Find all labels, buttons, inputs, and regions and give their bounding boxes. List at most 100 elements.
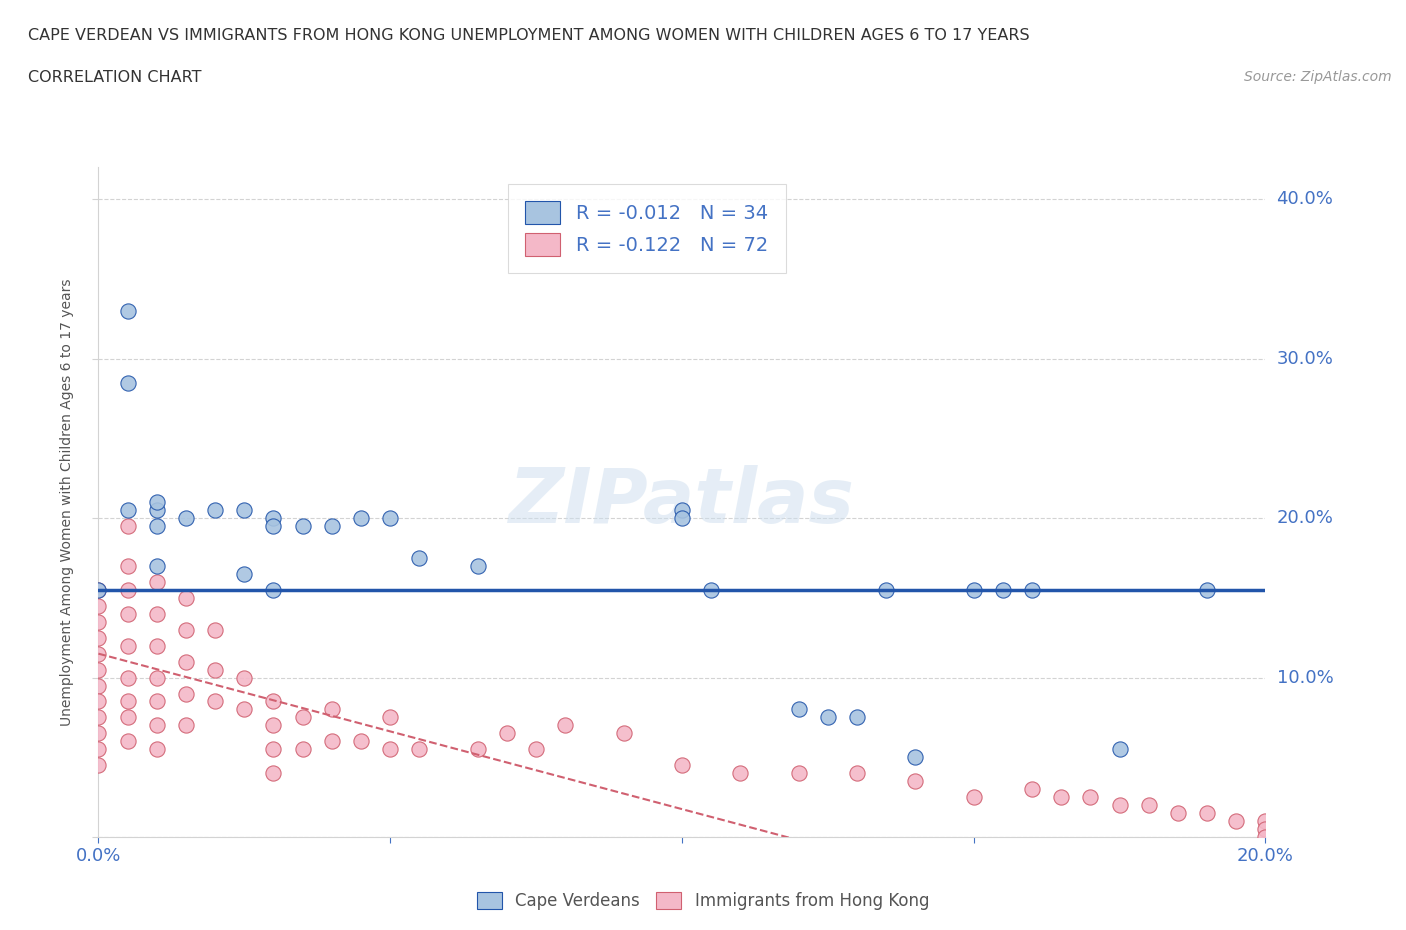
Point bbox=[612, 726, 634, 741]
Point bbox=[1167, 805, 1189, 820]
Point bbox=[87, 742, 110, 757]
Point bbox=[87, 598, 110, 613]
Point bbox=[262, 582, 284, 597]
Point bbox=[1050, 790, 1073, 804]
Point bbox=[378, 710, 402, 724]
Legend: R = -0.012   N = 34, R = -0.122   N = 72: R = -0.012 N = 34, R = -0.122 N = 72 bbox=[508, 184, 786, 273]
Point bbox=[146, 671, 169, 685]
Point bbox=[467, 742, 489, 757]
Point bbox=[87, 582, 110, 597]
Point bbox=[117, 694, 139, 709]
Point bbox=[117, 734, 139, 749]
Point bbox=[524, 742, 547, 757]
Text: Source: ZipAtlas.com: Source: ZipAtlas.com bbox=[1244, 70, 1392, 84]
Point bbox=[262, 519, 284, 534]
Point bbox=[700, 582, 723, 597]
Point bbox=[1108, 742, 1130, 757]
Point bbox=[962, 582, 984, 597]
Point bbox=[117, 638, 139, 653]
Point bbox=[904, 750, 927, 764]
Point bbox=[378, 511, 402, 525]
Point bbox=[1021, 782, 1043, 797]
Point bbox=[87, 662, 110, 677]
Text: 40.0%: 40.0% bbox=[1277, 191, 1333, 208]
Point bbox=[204, 622, 226, 637]
Point bbox=[350, 511, 373, 525]
Point bbox=[262, 742, 284, 757]
Point bbox=[174, 591, 197, 605]
Point bbox=[671, 758, 693, 773]
Point bbox=[87, 726, 110, 741]
Point bbox=[467, 559, 489, 574]
Point bbox=[262, 765, 284, 780]
Point bbox=[87, 710, 110, 724]
Point bbox=[117, 303, 139, 318]
Point bbox=[262, 511, 284, 525]
Point bbox=[1080, 790, 1102, 804]
Text: 10.0%: 10.0% bbox=[1277, 669, 1333, 686]
Point bbox=[291, 519, 314, 534]
Point bbox=[87, 615, 110, 630]
Point bbox=[146, 694, 169, 709]
Point bbox=[554, 718, 576, 733]
Point bbox=[291, 710, 314, 724]
Point bbox=[321, 734, 343, 749]
Point bbox=[671, 511, 693, 525]
Point bbox=[408, 742, 430, 757]
Point bbox=[1021, 582, 1043, 597]
Point bbox=[350, 734, 373, 749]
Point bbox=[117, 559, 139, 574]
Point bbox=[146, 718, 169, 733]
Point bbox=[117, 519, 139, 534]
Point bbox=[117, 710, 139, 724]
Point bbox=[904, 774, 927, 789]
Point bbox=[262, 694, 284, 709]
Point bbox=[962, 790, 984, 804]
Point bbox=[262, 718, 284, 733]
Point bbox=[408, 551, 430, 565]
Point bbox=[117, 375, 139, 390]
Point bbox=[117, 606, 139, 621]
Text: CORRELATION CHART: CORRELATION CHART bbox=[28, 70, 201, 85]
Point bbox=[87, 631, 110, 645]
Point bbox=[845, 710, 868, 724]
Point bbox=[495, 726, 517, 741]
Point bbox=[117, 671, 139, 685]
Text: 30.0%: 30.0% bbox=[1277, 350, 1333, 367]
Legend: Cape Verdeans, Immigrants from Hong Kong: Cape Verdeans, Immigrants from Hong Kong bbox=[470, 885, 936, 917]
Point bbox=[321, 702, 343, 717]
Text: ZIPatlas: ZIPatlas bbox=[509, 465, 855, 539]
Point bbox=[1195, 582, 1218, 597]
Point bbox=[146, 559, 169, 574]
Point bbox=[87, 582, 110, 597]
Point bbox=[146, 575, 169, 590]
Point bbox=[174, 622, 197, 637]
Point bbox=[146, 638, 169, 653]
Point bbox=[174, 686, 197, 701]
Point bbox=[146, 495, 169, 510]
Point bbox=[174, 718, 197, 733]
Point bbox=[233, 566, 256, 581]
Point bbox=[671, 503, 693, 518]
Point bbox=[117, 503, 139, 518]
Point bbox=[1195, 805, 1218, 820]
Point bbox=[1254, 830, 1277, 844]
Y-axis label: Unemployment Among Women with Children Ages 6 to 17 years: Unemployment Among Women with Children A… bbox=[60, 278, 75, 726]
Point bbox=[117, 582, 139, 597]
Point bbox=[87, 694, 110, 709]
Point bbox=[204, 694, 226, 709]
Point bbox=[174, 654, 197, 669]
Point bbox=[291, 742, 314, 757]
Point bbox=[1225, 814, 1247, 829]
Point bbox=[1137, 798, 1160, 813]
Point bbox=[174, 511, 197, 525]
Point bbox=[204, 662, 226, 677]
Point bbox=[146, 742, 169, 757]
Point bbox=[845, 765, 868, 780]
Point bbox=[787, 702, 810, 717]
Point bbox=[817, 710, 839, 724]
Point bbox=[233, 671, 256, 685]
Text: 20.0%: 20.0% bbox=[1277, 509, 1333, 527]
Point bbox=[87, 646, 110, 661]
Point bbox=[1254, 814, 1277, 829]
